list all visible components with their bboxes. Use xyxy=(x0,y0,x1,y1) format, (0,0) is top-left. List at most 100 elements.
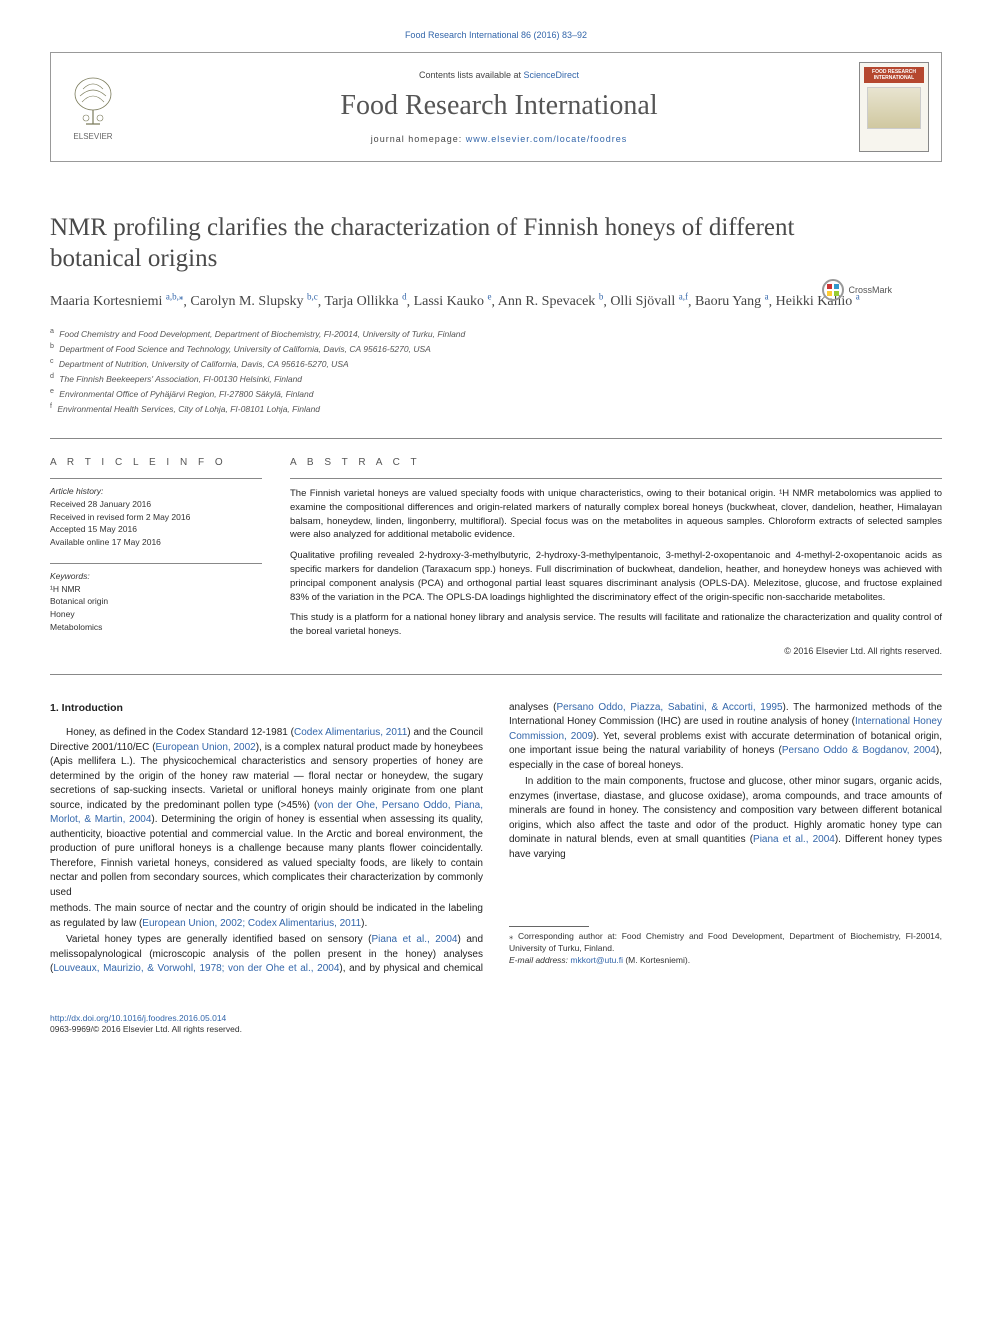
citation-link[interactable]: Piana et al., 2004 xyxy=(753,834,835,845)
affil-ref-link[interactable]: b,c xyxy=(307,292,318,302)
email-suffix: (M. Kortesniemi). xyxy=(623,955,690,965)
history-line: Accepted 15 May 2016 xyxy=(50,523,262,536)
issn-line: 0963-9969/© 2016 Elsevier Ltd. All right… xyxy=(50,1024,242,1034)
abstract-label: A B S T R A C T xyxy=(290,457,942,468)
crossmark-badge[interactable]: CrossMark xyxy=(822,279,892,301)
author-affil-sup: d xyxy=(402,292,407,302)
abstract-copyright: © 2016 Elsevier Ltd. All rights reserved… xyxy=(290,646,942,656)
keyword-line: Metabolomics xyxy=(50,621,262,634)
authors-list: Maaria Kortesniemi a,b,⁎, Carolyn M. Slu… xyxy=(50,291,942,313)
affiliation-line: b Department of Food Science and Technol… xyxy=(50,341,942,356)
citation-link[interactable]: European Union, 2002 xyxy=(156,742,256,753)
article-info-label: A R T I C L E I N F O xyxy=(50,457,262,468)
body-paragraph: methods. The main source of nectar and t… xyxy=(50,902,483,931)
corr-author-text: ⁎ Corresponding author at: Food Chemistr… xyxy=(509,931,942,955)
history-line: Received 28 January 2016 xyxy=(50,498,262,511)
section-heading-intro: 1. Introduction xyxy=(50,701,483,716)
journal-banner: ELSEVIER Contents lists available at Sci… xyxy=(50,52,942,162)
author: Tarja Ollikka d xyxy=(325,294,407,309)
contents-line: Contents lists available at ScienceDirec… xyxy=(139,70,859,80)
citation-link[interactable]: von der Ohe, Persano Oddo, Piana, Morlot… xyxy=(50,800,483,826)
citation-link[interactable]: Codex Alimentarius, 2011 xyxy=(294,727,407,738)
article-history-block: Article history: Received 28 January 201… xyxy=(50,478,262,549)
doi-link[interactable]: http://dx.doi.org/10.1016/j.foodres.2016… xyxy=(50,1013,226,1023)
abstract-paragraph: The Finnish varietal honeys are valued s… xyxy=(290,487,942,542)
citation-link[interactable]: International Honey Commission, 2009 xyxy=(509,716,942,742)
affiliation-line: e Environmental Office of Pyhäjärvi Regi… xyxy=(50,386,942,401)
rule-bottom xyxy=(50,674,942,675)
author-affil-sup: a,b,⁎ xyxy=(166,292,184,302)
journal-cover-image xyxy=(867,87,921,129)
citation-link[interactable]: Piana et al., 2004 xyxy=(372,934,458,945)
journal-name: Food Research International xyxy=(139,90,859,122)
affil-ref-link[interactable]: b xyxy=(599,292,604,302)
author: Carolyn M. Slupsky b,c xyxy=(190,294,317,309)
affiliation-line: a Food Chemistry and Food Development, D… xyxy=(50,326,942,341)
keyword-line: Honey xyxy=(50,608,262,621)
body-paragraph: In addition to the main components, fruc… xyxy=(509,775,942,862)
keyword-line: Botanical origin xyxy=(50,595,262,608)
journal-homepage: journal homepage: www.elsevier.com/locat… xyxy=(139,134,859,144)
keywords-block: Keywords: ¹H NMRBotanical originHoneyMet… xyxy=(50,563,262,634)
citation-link[interactable]: European Union, 2002; Codex Alimentarius… xyxy=(142,918,361,929)
title-row: NMR profiling clarifies the characteriza… xyxy=(50,212,942,275)
elsevier-tree-icon xyxy=(68,74,118,130)
publisher-name: ELSEVIER xyxy=(73,132,112,141)
email-label: E-mail address: xyxy=(509,955,570,965)
footnote-rule xyxy=(509,926,589,927)
affiliation-line: d The Finnish Beekeepers' Association, F… xyxy=(50,371,942,386)
affiliations-list: a Food Chemistry and Food Development, D… xyxy=(50,326,942,416)
crossmark-label: CrossMark xyxy=(848,285,892,295)
affil-ref-link[interactable]: e xyxy=(487,292,491,302)
history-line: Received in revised form 2 May 2016 xyxy=(50,511,262,524)
author: Baoru Yang a xyxy=(695,294,769,309)
author-affil-sup: a,f xyxy=(679,292,688,302)
journal-cover-label: FOOD RESEARCH INTERNATIONAL xyxy=(864,67,924,83)
article-title: NMR profiling clarifies the characteriza… xyxy=(50,212,942,275)
affil-ref-link[interactable]: d xyxy=(402,292,407,302)
journal-cover-thumb: FOOD RESEARCH INTERNATIONAL xyxy=(859,62,929,152)
journal-ref-line: Food Research International 86 (2016) 83… xyxy=(50,30,942,40)
author-affil-sup: b xyxy=(599,292,604,302)
corr-star-link[interactable]: ⁎ xyxy=(179,292,184,302)
author: Olli Sjövall a,f xyxy=(610,294,688,309)
banner-center: Contents lists available at ScienceDirec… xyxy=(139,70,859,144)
affiliation-line: f Environmental Health Services, City of… xyxy=(50,401,942,416)
citation-link[interactable]: Louveaux, Maurizio, & Vorwohl, 1978; von… xyxy=(53,963,339,974)
abstract-text: The Finnish varietal honeys are valued s… xyxy=(290,478,942,639)
citation-link[interactable]: Persano Oddo & Bogdanov, 2004 xyxy=(782,745,936,756)
affiliation-line: c Department of Nutrition, University of… xyxy=(50,356,942,371)
info-abstract-row: A R T I C L E I N F O Article history: R… xyxy=(50,457,942,656)
homepage-link[interactable]: www.elsevier.com/locate/foodres xyxy=(466,134,628,144)
keywords-label: Keywords: xyxy=(50,570,262,583)
page-footer: http://dx.doi.org/10.1016/j.foodres.2016… xyxy=(50,1013,942,1037)
body-text: 1. Introduction Honey, as defined in the… xyxy=(50,701,942,977)
body-paragraph: Honey, as defined in the Codex Standard … xyxy=(50,726,483,900)
affil-ref-link[interactable]: a,f xyxy=(679,292,688,302)
affil-ref-link[interactable]: a xyxy=(765,292,769,302)
author-affil-sup: b,c xyxy=(307,292,318,302)
elsevier-logo: ELSEVIER xyxy=(63,67,123,147)
corr-email-link[interactable]: mkkort@utu.fi xyxy=(570,955,623,965)
history-label: Article history: xyxy=(50,485,262,498)
sciencedirect-link[interactable]: ScienceDirect xyxy=(524,70,580,80)
abstract-paragraph: This study is a platform for a national … xyxy=(290,611,942,639)
abstract-col: A B S T R A C T The Finnish varietal hon… xyxy=(290,457,942,656)
author-affil-sup: e xyxy=(487,292,491,302)
crossmark-icon xyxy=(822,279,844,301)
corr-email-line: E-mail address: mkkort@utu.fi (M. Kortes… xyxy=(509,955,942,967)
affil-ref-link[interactable]: a,b, xyxy=(166,292,179,302)
author: Maaria Kortesniemi a,b,⁎ xyxy=(50,294,183,309)
history-line: Available online 17 May 2016 xyxy=(50,536,262,549)
author: Ann R. Spevacek b xyxy=(498,294,604,309)
author: Lassi Kauko e xyxy=(414,294,492,309)
author-affil-sup: a xyxy=(765,292,769,302)
corresponding-footnote: ⁎ Corresponding author at: Food Chemistr… xyxy=(509,931,942,967)
keyword-line: ¹H NMR xyxy=(50,583,262,596)
homepage-prefix: journal homepage: xyxy=(371,134,466,144)
article-info-col: A R T I C L E I N F O Article history: R… xyxy=(50,457,262,656)
journal-ref-link[interactable]: Food Research International 86 (2016) 83… xyxy=(405,30,587,40)
citation-link[interactable]: Persano Oddo, Piazza, Sabatini, & Accort… xyxy=(557,702,783,713)
rule-top xyxy=(50,438,942,439)
contents-prefix: Contents lists available at xyxy=(419,70,524,80)
